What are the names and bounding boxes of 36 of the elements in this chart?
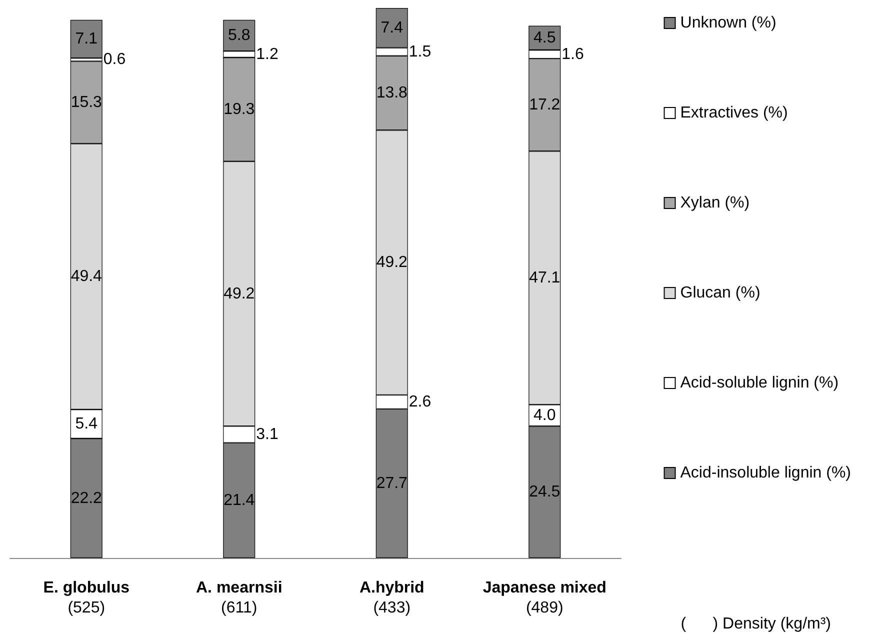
- bar: [70, 20, 102, 58]
- data-label: 7.4: [380, 19, 404, 36]
- data-label: 13.8: [376, 84, 408, 102]
- data-label: 22.2: [70, 490, 102, 507]
- legend-label: Acid-soluble lignin (%): [680, 374, 839, 392]
- data-label: 7.1: [75, 30, 98, 48]
- data-label: 5.4: [75, 416, 98, 432]
- data-label: 5.8: [228, 26, 250, 44]
- legend-label: Acid-insoluble lignin (%): [680, 464, 852, 482]
- x-tick-label: Japanese mixed (489): [482, 580, 606, 616]
- data-label: 49.2: [376, 254, 408, 272]
- legend-label: Extractives (%): [680, 104, 788, 122]
- x-tick-label: A.hybrid (433): [359, 580, 424, 616]
- data-label: 19.3: [224, 100, 255, 118]
- data-label: 0.6: [103, 51, 126, 68]
- x-tick-label: A. mearnsii (611): [196, 580, 282, 616]
- data-label: 24.5: [529, 484, 560, 501]
- legend-label: Xylan (%): [680, 194, 750, 212]
- legend-label: Unknown (%): [680, 14, 776, 32]
- data-label: 21.4: [224, 492, 255, 509]
- data-label: 47.1: [529, 269, 560, 286]
- data-label: 27.7: [376, 474, 408, 492]
- data-label: 3.1: [256, 426, 278, 443]
- data-label: 4.5: [534, 29, 556, 46]
- x-tick-label: E. globulus (525): [43, 580, 130, 616]
- data-label: 1.2: [256, 46, 278, 63]
- legend-label: Glucan (%): [680, 284, 760, 302]
- data-label: 49.4: [70, 268, 102, 286]
- data-label: 4.0: [534, 406, 556, 424]
- data-label: 1.6: [562, 46, 584, 63]
- data-label: 15.3: [70, 94, 102, 111]
- data-label: 17.2: [529, 96, 560, 114]
- data-label: 2.6: [408, 393, 432, 410]
- data-label: 49.2: [224, 285, 255, 302]
- text: ( ) Density (kg/m³): [680, 616, 832, 632]
- data-label: 1.5: [408, 43, 432, 60]
